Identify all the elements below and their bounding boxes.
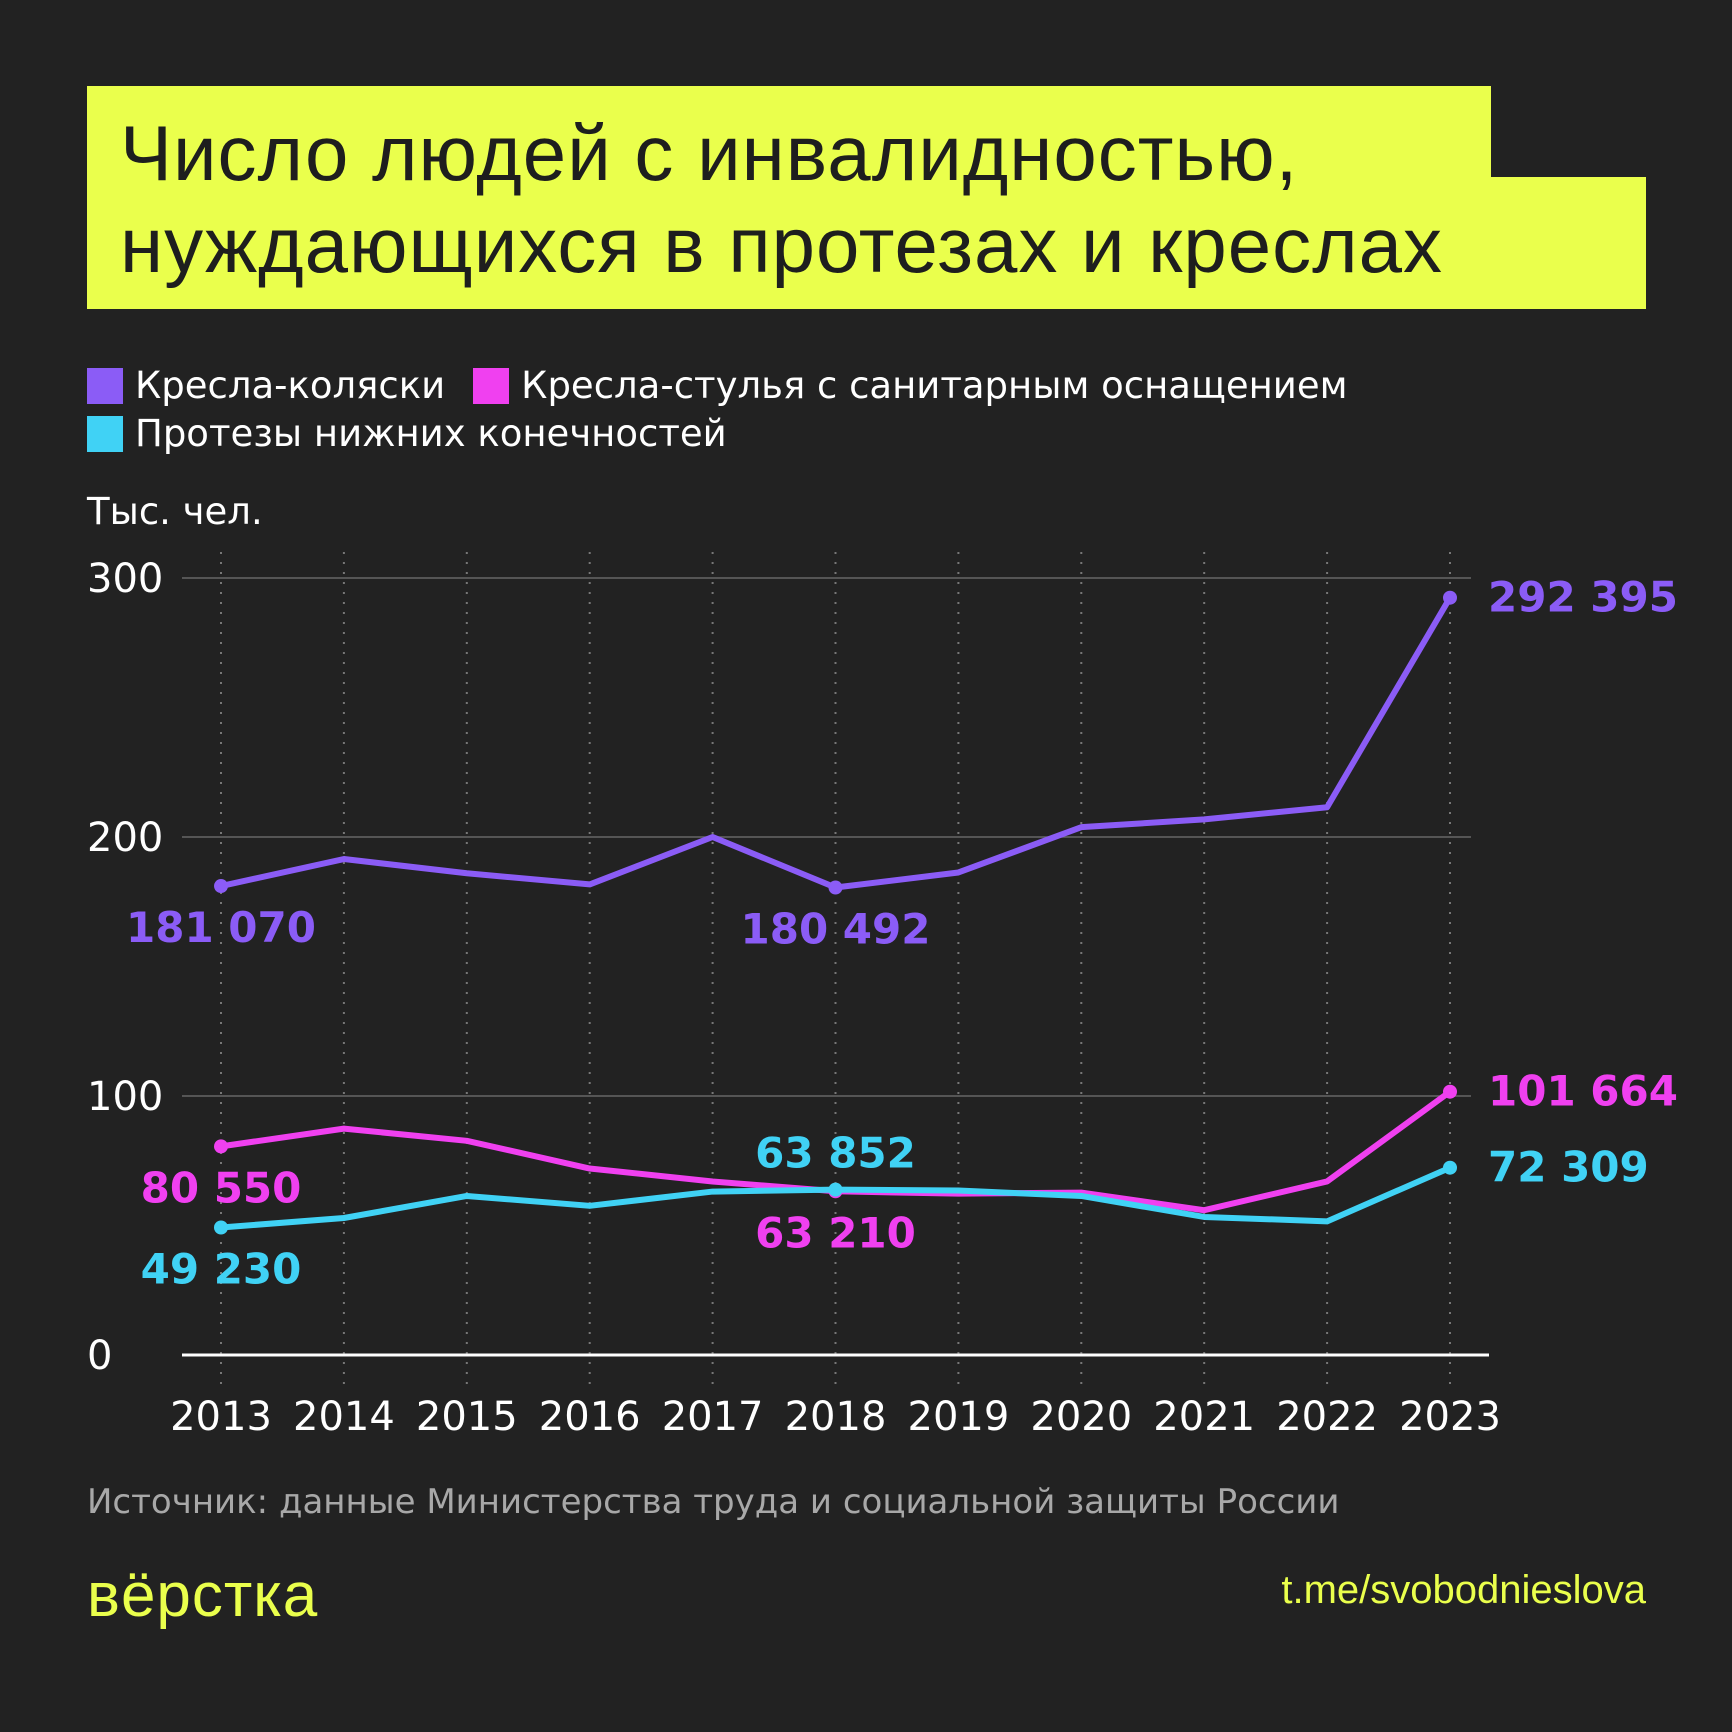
x-tick-label: 2019 [908, 1394, 1010, 1440]
y-tick-label: 300 [87, 556, 163, 602]
series-2: 49 230 63 852 72 309 [141, 1129, 1649, 1294]
data-point [828, 1182, 843, 1197]
y-axis-unit-label: Тыс. чел. [87, 490, 263, 533]
legend-label: Кресла-коляски [135, 364, 446, 407]
source-note: Источник: данные Министерства труда и со… [87, 1482, 1340, 1522]
data-label: 181 070 [126, 903, 316, 952]
legend-label: Протезы нижних конечностей [135, 412, 727, 455]
data-label: 292 395 [1488, 573, 1678, 622]
logo: вёрстка [87, 1561, 319, 1630]
data-label: 63 210 [755, 1208, 916, 1257]
data-point [214, 1220, 228, 1235]
x-tick-label: 2015 [416, 1394, 518, 1440]
legend-item-prostheses: Протезы нижних конечностей [87, 412, 727, 455]
data-point [214, 1139, 228, 1154]
data-label: 49 230 [141, 1244, 302, 1293]
legend-item-sanitary-chairs: Кресла-стулья с санитарным оснащением [473, 364, 1348, 407]
legend-swatch-purple [87, 367, 123, 404]
x-tick-label: 2022 [1276, 1394, 1378, 1440]
x-tick-label: 2014 [293, 1394, 395, 1440]
legend-row-1: Кресла-коляски Кресла-стулья с санитарны… [87, 364, 1366, 407]
y-tick-label: 200 [87, 815, 163, 861]
x-tick-label: 2017 [662, 1394, 764, 1440]
data-point [828, 880, 843, 895]
data-label: 80 550 [141, 1163, 302, 1212]
x-tick-label: 2018 [785, 1394, 887, 1440]
x-tick-label: 2023 [1399, 1394, 1501, 1440]
data-point [214, 879, 228, 894]
legend-item-wheelchairs: Кресла-коляски [87, 364, 445, 407]
data-point [1443, 1160, 1457, 1175]
x-tick-label: 2016 [539, 1394, 641, 1440]
title-background [87, 86, 1491, 309]
legend-swatch-cyan [87, 415, 123, 452]
series-0: 181 070 180 492 292 395 [126, 573, 1678, 954]
data-label: 72 309 [1488, 1143, 1649, 1192]
title-line-2: нуждающихся в протезах и креслах [120, 201, 1444, 289]
x-tick-label: 2021 [1153, 1394, 1255, 1440]
title-background-extension [1480, 177, 1646, 309]
x-tick-label: 2020 [1030, 1394, 1132, 1440]
legend-swatch-magenta [473, 367, 510, 404]
y-tick-label: 100 [87, 1074, 163, 1120]
channel-link[interactable]: t.me/svobodnieslova [1281, 1568, 1646, 1612]
data-point [1443, 1084, 1457, 1099]
title-line-1: Число людей с инвалидностью, [120, 109, 1299, 197]
data-point [1443, 590, 1457, 605]
data-label: 63 852 [755, 1129, 916, 1178]
legend-row-2: Протезы нижних конечностей [87, 412, 745, 455]
y-tick-label: 0 [87, 1333, 112, 1379]
legend-label: Кресла-стулья с санитарным оснащением [521, 364, 1348, 407]
data-label: 180 492 [741, 905, 931, 954]
data-label: 101 664 [1488, 1067, 1678, 1116]
series-1: 80 550 63 210 101 664 [141, 1067, 1678, 1258]
x-tick-label: 2013 [170, 1394, 272, 1440]
